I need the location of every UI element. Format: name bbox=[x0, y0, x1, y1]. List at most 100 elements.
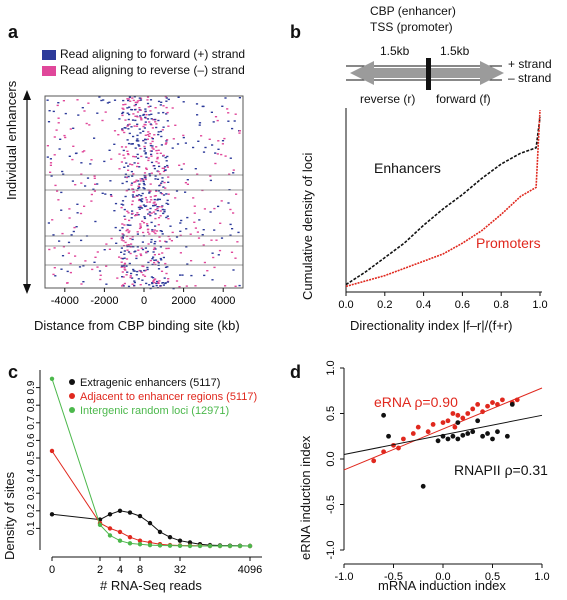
read-mark bbox=[216, 119, 219, 122]
read-mark bbox=[210, 111, 213, 113]
read-mark bbox=[128, 230, 131, 232]
x-tick-label: 32 bbox=[174, 564, 186, 576]
read-mark bbox=[145, 156, 148, 158]
read-mark bbox=[136, 270, 139, 273]
read-mark bbox=[120, 257, 123, 259]
read-mark bbox=[150, 153, 153, 156]
read-mark bbox=[105, 283, 108, 285]
read-mark bbox=[221, 140, 225, 142]
read-mark bbox=[126, 245, 129, 248]
read-mark bbox=[141, 241, 144, 243]
read-mark bbox=[138, 166, 141, 168]
read-mark bbox=[140, 271, 143, 274]
read-mark bbox=[150, 161, 154, 164]
read-mark bbox=[76, 203, 79, 205]
read-mark bbox=[66, 282, 69, 284]
read-mark bbox=[161, 180, 164, 183]
read-mark bbox=[212, 256, 215, 259]
read-mark bbox=[120, 266, 123, 268]
read-mark bbox=[144, 152, 147, 154]
read-mark bbox=[124, 176, 127, 178]
read-mark bbox=[151, 258, 154, 260]
legend-marker bbox=[69, 379, 75, 385]
read-mark bbox=[80, 239, 83, 242]
read-mark bbox=[148, 135, 151, 137]
read-mark bbox=[155, 160, 158, 163]
read-mark bbox=[121, 271, 124, 273]
read-mark bbox=[49, 158, 52, 160]
read-mark bbox=[98, 96, 101, 98]
read-mark bbox=[103, 249, 106, 251]
read-mark bbox=[221, 105, 224, 107]
read-mark bbox=[160, 144, 163, 146]
read-mark bbox=[189, 233, 192, 235]
read-mark bbox=[162, 167, 165, 170]
read-mark bbox=[156, 199, 159, 201]
read-mark bbox=[120, 237, 123, 239]
read-mark bbox=[203, 261, 206, 264]
scatter-point bbox=[490, 436, 495, 442]
scatter-point bbox=[450, 411, 456, 416]
read-mark bbox=[121, 129, 124, 132]
read-mark bbox=[57, 199, 60, 201]
read-mark bbox=[156, 158, 159, 160]
read-mark bbox=[67, 252, 70, 254]
scatter-point bbox=[495, 429, 500, 435]
read-mark bbox=[131, 143, 134, 145]
series-point bbox=[177, 543, 183, 549]
read-mark bbox=[234, 113, 237, 115]
read-mark bbox=[152, 202, 155, 204]
scatter-point bbox=[509, 402, 515, 407]
panel-d-ylabel: eRNA induction index bbox=[298, 435, 313, 560]
read-mark bbox=[105, 243, 108, 245]
read-mark bbox=[125, 176, 128, 179]
read-mark bbox=[145, 205, 148, 207]
read-mark bbox=[54, 275, 57, 277]
read-mark bbox=[138, 199, 141, 202]
read-mark bbox=[76, 99, 79, 101]
read-mark bbox=[229, 208, 232, 211]
panel-c-letter: c bbox=[8, 362, 19, 382]
read-mark bbox=[137, 278, 140, 280]
read-mark bbox=[50, 175, 53, 177]
read-mark bbox=[126, 210, 129, 212]
read-mark bbox=[162, 186, 165, 188]
read-mark bbox=[55, 129, 58, 131]
read-mark bbox=[152, 204, 155, 207]
read-mark bbox=[178, 286, 181, 288]
y-tick-label: 0.4 bbox=[26, 468, 37, 482]
read-mark bbox=[164, 187, 167, 189]
read-mark bbox=[217, 140, 220, 142]
read-mark bbox=[201, 234, 204, 236]
read-mark bbox=[139, 206, 142, 209]
read-mark bbox=[132, 191, 135, 193]
read-mark bbox=[167, 218, 170, 220]
read-mark bbox=[224, 155, 227, 157]
read-mark bbox=[130, 184, 133, 186]
series-point bbox=[49, 512, 55, 517]
read-mark bbox=[150, 212, 153, 214]
read-mark bbox=[165, 140, 168, 142]
read-mark bbox=[143, 127, 146, 129]
read-mark bbox=[123, 257, 126, 259]
read-mark bbox=[134, 101, 137, 104]
read-mark bbox=[146, 138, 149, 140]
read-mark bbox=[118, 118, 121, 120]
read-mark bbox=[202, 229, 205, 231]
read-mark bbox=[135, 274, 138, 276]
read-mark bbox=[137, 157, 140, 159]
read-mark bbox=[153, 118, 156, 121]
read-mark bbox=[68, 155, 71, 157]
read-mark bbox=[120, 203, 123, 205]
diagram-forward-label: forward (f) bbox=[436, 92, 491, 106]
read-mark bbox=[156, 260, 159, 263]
read-mark bbox=[164, 169, 167, 171]
read-mark bbox=[80, 182, 83, 184]
read-mark bbox=[131, 236, 134, 238]
read-mark bbox=[157, 131, 160, 133]
read-mark bbox=[131, 212, 134, 215]
scatter-point bbox=[465, 411, 471, 416]
read-mark bbox=[126, 139, 129, 141]
read-mark bbox=[64, 136, 67, 139]
y-tick-label: 0.7 bbox=[26, 415, 37, 429]
